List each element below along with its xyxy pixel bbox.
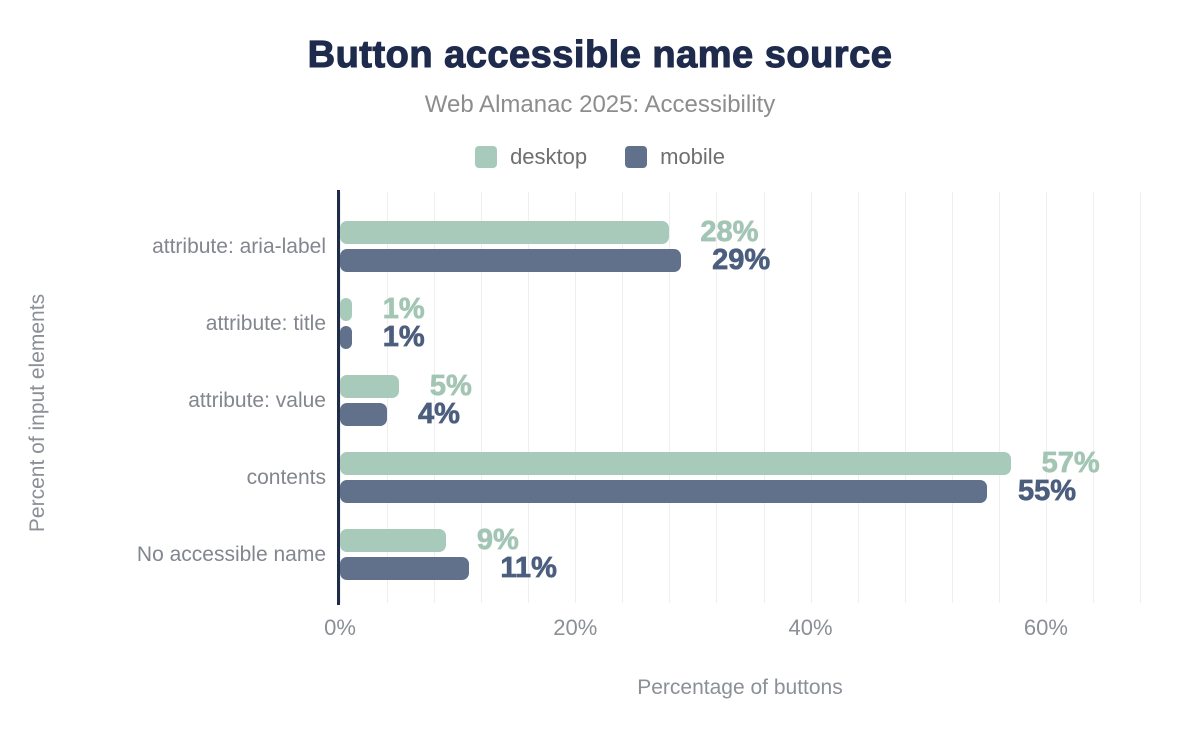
plot-area — [340, 192, 1141, 603]
gridline — [622, 192, 624, 603]
legend-swatch-mobile — [625, 146, 648, 168]
category-label: attribute: title — [205, 311, 326, 335]
value-label-desktop: 9% — [476, 524, 520, 556]
gridline — [1140, 192, 1141, 603]
legend-item-desktop: desktop — [475, 144, 587, 170]
bar-mobile — [340, 249, 682, 272]
bar-row-mobile: 55% — [340, 475, 1100, 507]
bar-row-mobile: 29% — [340, 244, 771, 276]
bar-row-desktop: 9% — [340, 524, 557, 556]
bar-group: No accessible name 9% 11% — [0, 524, 1200, 584]
gridline — [857, 192, 859, 603]
gridline — [340, 192, 341, 603]
y-axis-line — [337, 190, 340, 605]
legend-swatch-desktop — [475, 146, 498, 168]
x-tick-label: 20% — [553, 615, 598, 640]
gridline — [669, 192, 671, 603]
gridline — [1092, 192, 1094, 603]
category-label: attribute: aria-label — [152, 234, 326, 258]
bar-pair: 9% 11% — [340, 524, 557, 584]
gridline — [810, 192, 812, 603]
x-tick-label: 40% — [788, 615, 833, 640]
value-label-desktop: 28% — [700, 216, 759, 248]
bar-mobile — [340, 326, 352, 349]
legend-item-mobile: mobile — [625, 144, 725, 170]
bar-group: attribute: title 1% 1% — [0, 293, 1200, 353]
gridline — [434, 192, 436, 603]
category-label: No accessible name — [136, 542, 326, 566]
gridline — [1045, 192, 1047, 603]
gridline — [481, 192, 483, 603]
x-axis-title: Percentage of buttons — [637, 676, 843, 699]
category-label: contents — [246, 465, 326, 489]
gridline — [716, 192, 718, 603]
value-label-mobile: 4% — [418, 398, 461, 430]
bar-pair: 1% 1% — [340, 293, 425, 353]
bar-group: contents 57% 55% — [0, 447, 1200, 507]
bar-desktop — [340, 529, 446, 552]
gridline — [575, 192, 577, 603]
value-label-desktop: 57% — [1041, 447, 1100, 479]
gridline — [528, 192, 530, 603]
bar-desktop — [340, 375, 399, 398]
bar-pair: 28% 29% — [340, 216, 771, 276]
bar-desktop — [340, 452, 1011, 475]
bar-row-mobile: 4% — [340, 398, 472, 430]
bar-row-desktop: 1% — [340, 293, 425, 325]
gridline — [763, 192, 765, 603]
value-label-mobile: 29% — [712, 244, 771, 276]
chart-title: Button accessible name source — [307, 33, 893, 76]
x-tick-label: 60% — [1023, 615, 1068, 640]
bar-desktop — [340, 298, 352, 321]
bar-mobile — [340, 557, 470, 580]
bar-desktop — [340, 221, 670, 244]
legend-label-desktop: desktop — [510, 144, 588, 169]
chart-subtitle: Web Almanac 2025: Accessibility — [424, 91, 776, 118]
value-label-desktop: 5% — [429, 370, 472, 402]
bar-mobile — [340, 480, 988, 503]
bar-row-desktop: 28% — [340, 216, 770, 248]
x-tick-label: 0% — [324, 615, 356, 640]
bar-group: attribute: value 5% 4% — [0, 370, 1200, 430]
bar-row-mobile: 1% — [340, 321, 425, 353]
legend-label-mobile: mobile — [660, 144, 725, 169]
gridline — [998, 192, 1000, 603]
bar-pair: 57% 55% — [340, 447, 1100, 507]
bar-row-desktop: 5% — [340, 370, 472, 402]
legend: desktop mobile — [0, 144, 1200, 170]
bar-pair: 5% 4% — [340, 370, 472, 430]
category-label: attribute: value — [188, 388, 326, 412]
value-label-mobile: 55% — [1018, 475, 1077, 507]
bar-row-mobile: 11% — [340, 552, 557, 584]
bar-group: attribute: aria-label 28% 29% — [0, 216, 1200, 276]
value-label-mobile: 1% — [382, 321, 425, 353]
value-label-desktop: 1% — [382, 293, 425, 325]
value-label-mobile: 11% — [500, 552, 557, 584]
bar-mobile — [340, 403, 388, 426]
gridline — [904, 192, 906, 603]
gridline — [951, 192, 953, 603]
bar-row-desktop: 57% — [340, 447, 1100, 479]
